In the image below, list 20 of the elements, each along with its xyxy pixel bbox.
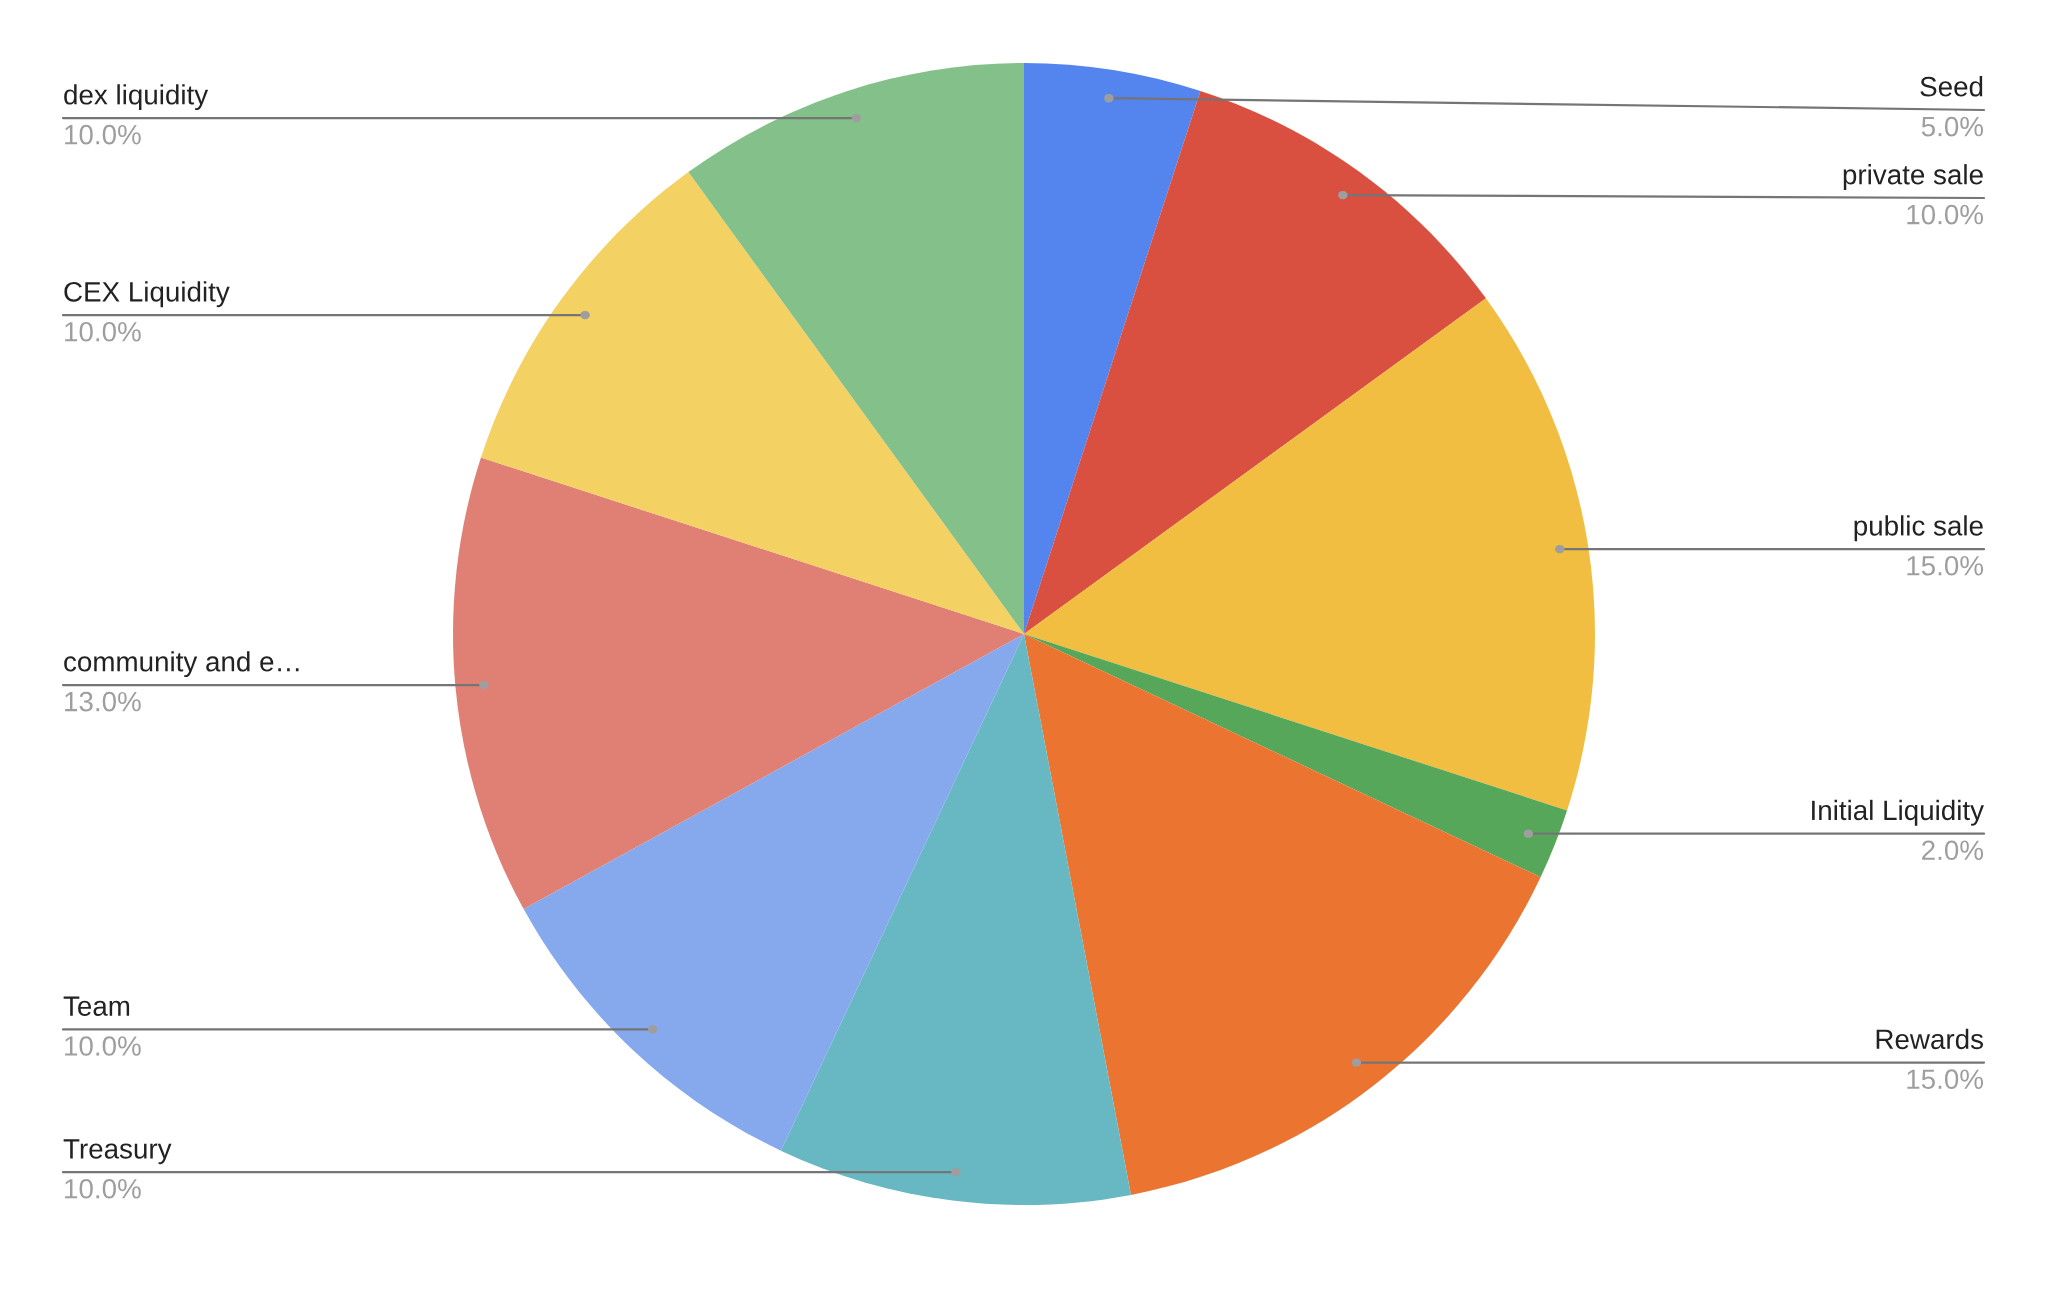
slice-label: dex liquidity	[64, 84, 209, 111]
data-label: 10.0%	[65, 321, 141, 342]
data-label: 10.0%	[65, 1036, 141, 1056]
slice-label: Rewards	[1876, 1028, 1983, 1050]
slice-label: public sale	[1854, 515, 1983, 542]
data-label: 2.0%	[1922, 840, 1984, 861]
slice-label: Seed	[1920, 76, 1983, 97]
slice-label: private sale	[1843, 164, 1983, 190]
slice-label: Treasury	[63, 1139, 172, 1165]
slice-label: Team	[63, 996, 130, 1016]
data-label: 10.0%	[1907, 204, 1984, 225]
data-label: 10.0%	[65, 1178, 141, 1199]
slice-label: Initial Liquidity	[1812, 799, 1984, 826]
data-label: 15.0%	[1907, 555, 1984, 576]
data-label: 10.0%	[65, 124, 141, 145]
data-label: 15.0%	[1907, 1069, 1984, 1090]
slice-label: community and e…	[64, 651, 299, 678]
data-label: 13.0%	[65, 691, 141, 712]
data-label: 5.0%	[1921, 116, 1984, 137]
slice-label: CEX Liquidity	[64, 281, 230, 308]
